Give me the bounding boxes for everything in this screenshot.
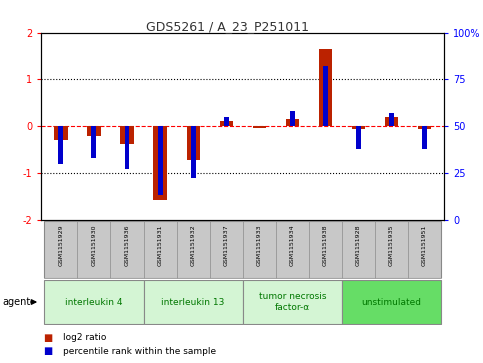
Text: interleukin 4: interleukin 4 (65, 298, 123, 307)
Text: GSM1151937: GSM1151937 (224, 225, 228, 266)
Bar (243, 281, 342, 324)
Text: GSM1151933: GSM1151933 (257, 225, 262, 266)
Bar (87, 126, 100, 136)
Bar (342, 221, 375, 278)
Text: interleukin 13: interleukin 13 (161, 298, 225, 307)
Text: GSM1151936: GSM1151936 (125, 225, 129, 266)
Bar (253, 126, 266, 128)
Bar (125, 126, 129, 169)
Bar (91, 126, 97, 158)
Text: GSM1151934: GSM1151934 (290, 225, 295, 266)
Bar (120, 126, 134, 144)
Text: GSM1151928: GSM1151928 (356, 225, 361, 266)
Text: ■: ■ (43, 333, 53, 343)
Bar (143, 281, 242, 324)
Text: GSM1151935: GSM1151935 (389, 225, 394, 266)
Bar (143, 221, 177, 278)
Bar (408, 221, 441, 278)
Bar (157, 126, 163, 195)
Bar (356, 126, 361, 148)
Bar (375, 221, 408, 278)
Bar (44, 281, 143, 324)
Bar (418, 126, 431, 129)
Text: tumor necrosis
factor-α: tumor necrosis factor-α (258, 293, 326, 312)
Bar (191, 126, 196, 179)
Text: log2 ratio: log2 ratio (63, 333, 106, 342)
Bar (77, 221, 111, 278)
Bar (44, 221, 77, 278)
Bar (309, 221, 342, 278)
Text: GSM1151951: GSM1151951 (422, 225, 427, 266)
Bar (422, 126, 427, 148)
Bar (186, 126, 200, 160)
Text: percentile rank within the sample: percentile rank within the sample (63, 347, 216, 355)
Text: GSM1151938: GSM1151938 (323, 225, 328, 266)
Text: unstimulated: unstimulated (361, 298, 422, 307)
Bar (243, 221, 276, 278)
Text: agent: agent (2, 297, 30, 307)
Bar (220, 122, 233, 126)
Text: ■: ■ (43, 346, 53, 356)
Bar (224, 117, 228, 126)
Bar (276, 221, 309, 278)
Bar (177, 221, 210, 278)
Bar (385, 117, 398, 126)
Bar (323, 66, 328, 126)
Bar (58, 126, 63, 163)
Bar (290, 111, 295, 126)
Bar (210, 221, 242, 278)
Bar (342, 281, 441, 324)
Text: GSM1151930: GSM1151930 (91, 225, 97, 266)
Text: GSM1151932: GSM1151932 (191, 225, 196, 266)
Bar (54, 126, 68, 140)
Text: GSM1151929: GSM1151929 (58, 225, 63, 266)
Bar (319, 49, 332, 126)
Text: GSM1151931: GSM1151931 (157, 225, 163, 266)
Bar (111, 221, 143, 278)
Bar (285, 119, 299, 126)
Bar (154, 126, 167, 200)
Bar (389, 113, 394, 126)
Text: GDS5261 / A_23_P251011: GDS5261 / A_23_P251011 (145, 20, 309, 33)
Bar (352, 126, 365, 129)
